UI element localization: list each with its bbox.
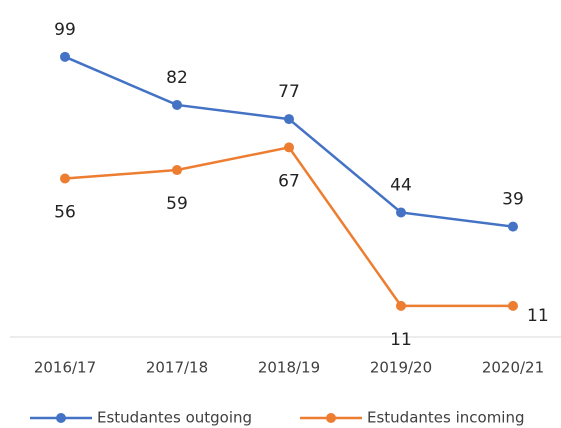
data-point	[396, 300, 406, 311]
legend-marker	[326, 413, 336, 423]
data-point	[508, 221, 518, 232]
data-point	[172, 99, 182, 110]
x-tick-label: 2020/21	[482, 359, 544, 377]
x-tick-label: 2019/20	[370, 359, 432, 377]
data-label: 59	[166, 194, 188, 214]
legend-marker	[56, 413, 66, 423]
x-tick-label: 2016/17	[34, 359, 96, 377]
data-label: 67	[278, 171, 300, 191]
data-point	[284, 114, 294, 125]
data-point	[60, 51, 70, 62]
x-tick-label: 2018/19	[258, 359, 320, 377]
data-label: 82	[166, 68, 188, 88]
data-label: 11	[527, 306, 549, 326]
legend-label: Estudantes outgoing	[97, 409, 252, 427]
data-label: 77	[278, 82, 300, 102]
data-point	[396, 207, 406, 218]
data-label: 39	[502, 190, 524, 210]
data-point	[284, 142, 294, 153]
x-tick-label: 2017/18	[146, 359, 208, 377]
data-point	[172, 165, 182, 176]
data-point	[508, 300, 518, 311]
data-label: 56	[54, 203, 76, 223]
data-label: 11	[390, 330, 412, 350]
data-label: 44	[390, 175, 412, 195]
data-label: 99	[54, 20, 76, 40]
data-point	[60, 173, 70, 184]
legend-label: Estudantes incoming	[367, 409, 525, 427]
